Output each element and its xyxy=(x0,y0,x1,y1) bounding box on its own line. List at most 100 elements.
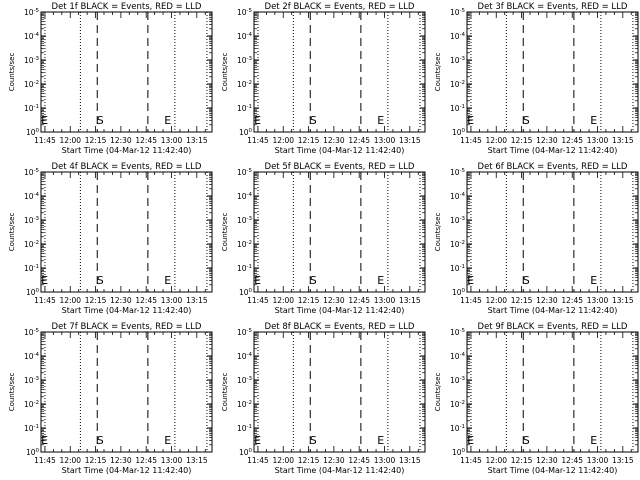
event-marker-s: S xyxy=(97,114,104,127)
event-marker-e: E xyxy=(377,114,384,127)
y-tick-label: 100 xyxy=(239,128,253,137)
y-tick-label: 10-1 xyxy=(237,424,252,433)
y-tick-label: 10-5 xyxy=(450,8,466,17)
y-tick-label: 10-4 xyxy=(24,352,40,361)
y-axis-label: Counts/sec xyxy=(8,373,16,412)
x-axis-label: Start Time (04-Mar-12 11:42:40) xyxy=(275,306,405,315)
x-tick-label: 12:15 xyxy=(298,296,320,305)
y-tick-label: 10-5 xyxy=(237,168,253,177)
x-tick-label: 13:15 xyxy=(186,296,208,305)
x-tick-label: 12:45 xyxy=(561,136,583,145)
y-tick-label: 10-1 xyxy=(450,104,465,113)
event-marker-e: E xyxy=(41,434,48,447)
y-tick-label: 10-3 xyxy=(450,376,466,385)
x-tick-label: 13:00 xyxy=(374,456,396,465)
x-tick-label: 11:45 xyxy=(460,456,482,465)
y-tick-label: 100 xyxy=(239,288,253,297)
y-tick-label: 10-4 xyxy=(450,192,466,201)
y-tick-label: 10-5 xyxy=(450,168,466,177)
y-tick-label: 10-2 xyxy=(24,80,39,89)
x-tick-label: 12:45 xyxy=(348,136,370,145)
x-tick-label: 12:45 xyxy=(135,136,157,145)
y-axis-label: Counts/sec xyxy=(221,373,229,412)
x-tick-label: 13:00 xyxy=(587,136,609,145)
event-marker-s: S xyxy=(310,274,317,287)
x-tick-label: 11:45 xyxy=(34,456,56,465)
chart-title: Det 7f BLACK = Events, RED = LLD xyxy=(52,322,202,332)
plot-frame xyxy=(253,171,426,293)
y-tick-label: 100 xyxy=(26,128,40,137)
detector-panel: Det 3f BLACK = Events, RED = LLD Counts/s… xyxy=(434,2,639,155)
y-tick-label: 10-3 xyxy=(237,216,253,225)
y-axis-label: Counts/sec xyxy=(221,53,229,92)
x-tick-label: 12:30 xyxy=(536,456,558,465)
x-axis-label: Start Time (04-Mar-12 11:42:40) xyxy=(488,466,618,475)
x-tick-label: 11:45 xyxy=(460,136,482,145)
y-tick-label: 10-3 xyxy=(237,56,253,65)
event-marker-e: E xyxy=(254,434,261,447)
y-tick-label: 10-5 xyxy=(237,328,253,337)
x-tick-label: 12:15 xyxy=(511,456,533,465)
detector-panel: Det 7f BLACK = Events, RED = LLD Counts/s… xyxy=(8,322,213,475)
x-tick-label: 12:00 xyxy=(272,136,294,145)
chart-title: Det 1f BLACK = Events, RED = LLD xyxy=(52,2,202,12)
x-tick-label: 13:15 xyxy=(612,456,634,465)
y-tick-label: 10-1 xyxy=(237,264,252,273)
y-tick-label: 10-3 xyxy=(24,216,40,225)
event-marker-e: E xyxy=(467,434,474,447)
y-axis-label: Counts/sec xyxy=(8,213,16,252)
x-tick-label: 11:45 xyxy=(247,456,269,465)
chart-title: Det 3f BLACK = Events, RED = LLD xyxy=(478,2,628,12)
x-tick-label: 13:15 xyxy=(612,296,634,305)
x-axis-label: Start Time (04-Mar-12 11:42:40) xyxy=(62,146,192,155)
x-tick-label: 12:30 xyxy=(323,136,345,145)
x-tick-label: 12:00 xyxy=(272,456,294,465)
y-tick-label: 10-5 xyxy=(237,8,253,17)
detector-panel: Det 1f BLACK = Events, RED = LLD Counts/s… xyxy=(8,2,213,155)
plot-frame xyxy=(40,331,213,453)
x-tick-label: 13:15 xyxy=(399,136,421,145)
x-tick-label: 12:30 xyxy=(110,136,132,145)
event-marker-e: E xyxy=(377,274,384,287)
x-axis-label: Start Time (04-Mar-12 11:42:40) xyxy=(275,146,405,155)
event-marker-e: E xyxy=(164,114,171,127)
x-tick-label: 12:45 xyxy=(135,456,157,465)
event-marker-s: S xyxy=(310,114,317,127)
y-tick-label: 10-5 xyxy=(24,328,40,337)
x-tick-label: 12:45 xyxy=(348,456,370,465)
chart-title: Det 2f BLACK = Events, RED = LLD xyxy=(265,2,415,12)
y-tick-label: 10-4 xyxy=(450,352,466,361)
x-tick-label: 12:00 xyxy=(485,456,507,465)
y-tick-label: 100 xyxy=(26,288,40,297)
x-axis-label: Start Time (04-Mar-12 11:42:40) xyxy=(275,466,405,475)
x-tick-label: 12:30 xyxy=(536,296,558,305)
plot-frame xyxy=(40,11,213,133)
event-marker-e: E xyxy=(164,434,171,447)
y-tick-label: 10-3 xyxy=(24,56,40,65)
x-tick-label: 12:15 xyxy=(511,296,533,305)
y-tick-label: 10-2 xyxy=(450,240,465,249)
x-tick-label: 12:30 xyxy=(536,136,558,145)
y-tick-label: 100 xyxy=(452,448,466,457)
x-tick-label: 13:15 xyxy=(612,136,634,145)
event-marker-e: E xyxy=(467,274,474,287)
x-tick-label: 13:00 xyxy=(587,456,609,465)
detector-panel: Det 4f BLACK = Events, RED = LLD Counts/s… xyxy=(8,162,213,315)
x-tick-label: 12:15 xyxy=(298,456,320,465)
y-tick-label: 100 xyxy=(26,448,40,457)
event-marker-e: E xyxy=(467,114,474,127)
y-tick-label: 10-2 xyxy=(450,400,465,409)
x-tick-label: 12:15 xyxy=(85,456,107,465)
y-axis-label: Counts/sec xyxy=(8,53,16,92)
y-tick-label: 100 xyxy=(239,448,253,457)
y-tick-label: 10-4 xyxy=(237,192,253,201)
event-marker-e: E xyxy=(254,114,261,127)
x-tick-label: 13:15 xyxy=(399,296,421,305)
x-tick-label: 12:45 xyxy=(561,296,583,305)
y-tick-label: 10-2 xyxy=(24,400,39,409)
y-axis-label: Counts/sec xyxy=(434,53,442,92)
x-tick-label: 13:15 xyxy=(186,136,208,145)
x-axis-label: Start Time (04-Mar-12 11:42:40) xyxy=(62,306,192,315)
x-tick-label: 12:30 xyxy=(323,456,345,465)
